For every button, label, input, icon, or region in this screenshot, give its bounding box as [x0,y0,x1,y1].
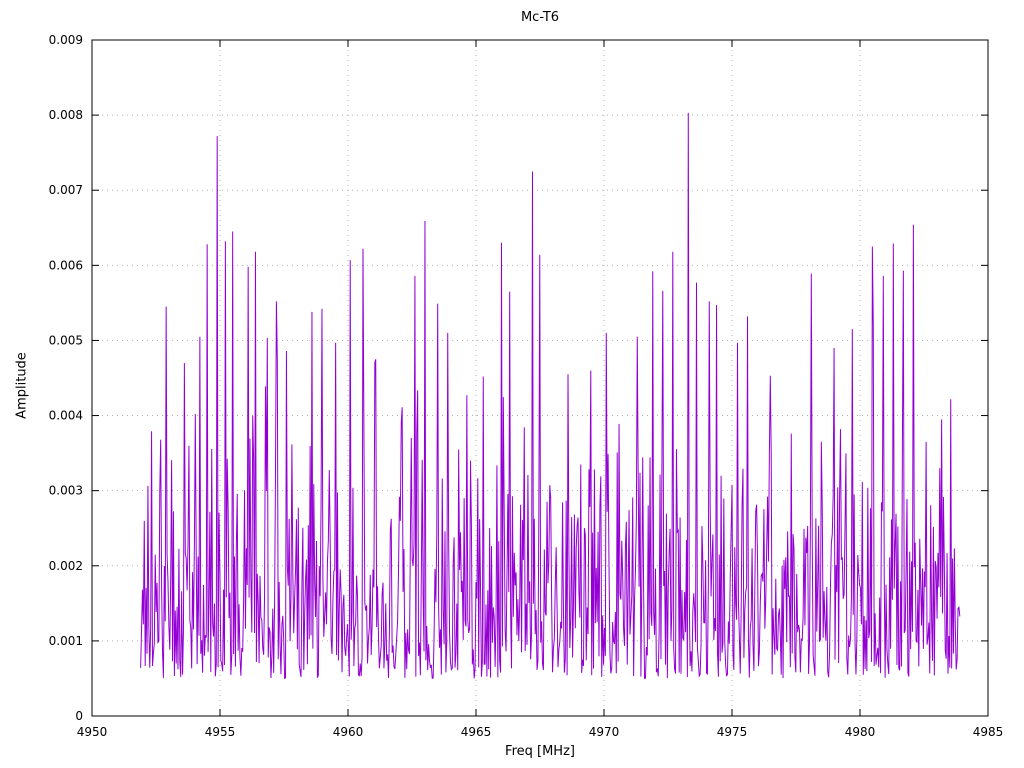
x-tick-label: 4970 [589,725,620,739]
y-axis-label: Amplitude [14,352,30,419]
y-tick-label: 0.009 [49,33,83,47]
y-tick-label: 0.004 [49,409,83,423]
y-tick-label: 0.007 [49,183,83,197]
x-tick-label: 4960 [333,725,364,739]
x-tick-label: 4965 [461,725,492,739]
x-axis-label: Freq [MHz] [505,744,575,759]
signal-trace [140,112,961,680]
chart-title: Mc-T6 [520,10,560,25]
y-tick-label: 0.005 [49,333,83,347]
y-tick-label: 0.008 [49,108,83,122]
x-tick-label: 4950 [77,725,108,739]
plot-border [91,39,989,717]
x-tick-label: 4980 [845,725,876,739]
y-tick-label: 0.002 [49,559,83,573]
y-tick-label: 0.003 [49,484,83,498]
x-tick-label: 4975 [717,725,748,739]
x-tick-label: 4955 [205,725,236,739]
y-tick-label: 0.001 [49,634,83,648]
y-tick-label: 0 [75,709,83,723]
y-tick-label: 0.006 [49,258,83,272]
x-tick-label: 4985 [973,725,1004,739]
